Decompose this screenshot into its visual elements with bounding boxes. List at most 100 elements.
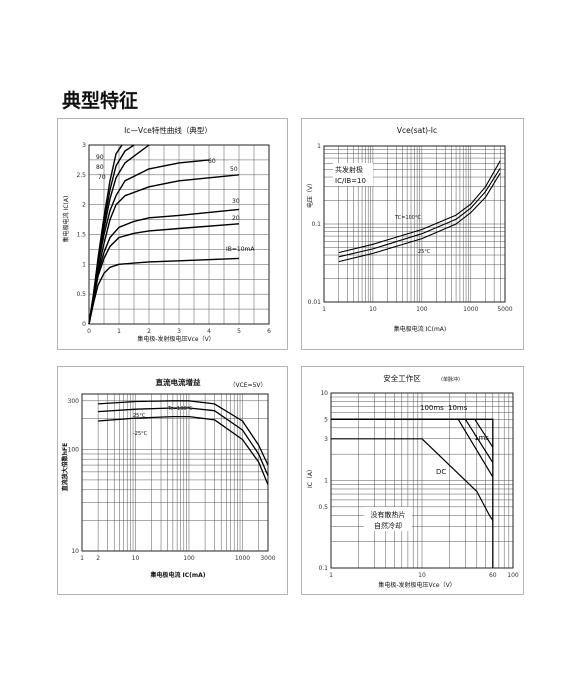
- y-axis-label: 集电极电流 IC(A): [62, 196, 70, 243]
- x-tick-label: 100: [507, 572, 519, 579]
- y-tick-label: 10: [71, 548, 79, 555]
- x-axis-label: 集电极-发射极电压Vce（V）: [378, 581, 455, 589]
- vce-sat-chart-panel: Vce(sat)-Ic 1 10 100 1000 5000 0.01 0.1 1 TC=100…: [301, 118, 524, 350]
- safe-operating-area-chart: 安全工作区 （单脉冲） 1 10 60 100 0.1 0.5 1 3 5 10 100ms 10ms…: [307, 373, 519, 589]
- y-tick-label: 1: [317, 143, 321, 150]
- y-tick-label: 0.1: [311, 221, 321, 228]
- series-label: Tc=100°C: [167, 406, 193, 412]
- plot-frame: [88, 144, 270, 325]
- y-tick-label: 10: [320, 390, 328, 397]
- series-label: TC=100°C: [394, 215, 421, 221]
- x-tick-label: 100: [183, 555, 195, 562]
- chart-title: Vce(sat)-Ic: [397, 126, 437, 135]
- x-tick-label: 1: [329, 572, 333, 579]
- x-tick-label: 10: [369, 306, 377, 313]
- x-tick-label: 3000: [260, 555, 275, 562]
- chart-title: Ic—Vce特性曲线（典型）: [124, 125, 212, 135]
- y-tick-label: 1: [82, 261, 86, 268]
- x-axis-label: 集电极电流 IC(mA): [394, 325, 447, 333]
- y-axis-label: IC（A）: [307, 466, 314, 488]
- x-tick-label: 5000: [497, 306, 512, 313]
- series-line: [331, 418, 494, 463]
- series-label: 1ms: [474, 434, 489, 442]
- series-label: 10ms: [448, 404, 468, 412]
- x-tick-label: 3: [177, 328, 181, 335]
- y-tick-label: 3: [82, 142, 86, 149]
- series-line: [88, 257, 240, 325]
- y-tick-label: 2.5: [76, 172, 86, 179]
- series-line: [338, 167, 501, 258]
- annotation-ic-ib: IC/IB=10: [335, 177, 366, 185]
- ic-vce-chart: Ic—Vce特性曲线（典型） 0 1 2 3 4 5 600.511.522.5390807…: [62, 125, 271, 343]
- plot-frame: [330, 392, 514, 569]
- y-tick-label: 2: [82, 202, 86, 209]
- x-tick-label: 1: [80, 555, 84, 562]
- safe-operating-area-panel: 安全工作区 （单脉冲） 1 10 60 100 0.1 0.5 1 3 5 10 100ms 10ms…: [301, 366, 524, 595]
- y-tick-label: 3: [324, 436, 328, 443]
- x-tick-label: 10: [132, 555, 140, 562]
- series-label: 90: [96, 154, 104, 161]
- y-tick-label: 1: [324, 478, 328, 485]
- annotation-no-heatsink: 没有散热片: [371, 510, 406, 519]
- y-tick-label: 5: [324, 416, 328, 423]
- series-label: 80: [96, 164, 104, 171]
- series-label: 25°C: [133, 413, 146, 419]
- x-tick-label: 100: [416, 306, 428, 313]
- page-title: 典型特征: [62, 90, 139, 112]
- x-tick-label: 2: [147, 328, 151, 335]
- series-line: [98, 407, 269, 476]
- x-tick-label: 10: [418, 572, 426, 579]
- x-tick-label: 0: [87, 328, 91, 335]
- series-label: 20: [232, 215, 240, 222]
- y-axis-label: 电压（V）: [306, 180, 314, 208]
- series-line: [88, 223, 240, 325]
- y-tick-label: 300: [68, 398, 80, 405]
- x-axis-label: 集电极-发射极电压Vce（V）: [137, 335, 214, 343]
- y-tick-label: 1.5: [76, 232, 86, 239]
- series-label: 30: [232, 198, 240, 205]
- x-tick-label: 5: [237, 328, 241, 335]
- x-tick-label: 6: [267, 328, 271, 335]
- series-label: 60: [208, 158, 216, 165]
- annotation-common-emitter: 共发射极: [335, 165, 363, 174]
- condition-label: （VCE=5V）: [229, 382, 266, 389]
- series-line: [331, 438, 494, 521]
- plot-frame: [81, 393, 269, 552]
- annotation-natural-cooling: 自然冷却: [374, 521, 402, 530]
- y-tick-label: 0: [82, 321, 86, 328]
- series-label: IB=10mA: [226, 246, 255, 253]
- x-tick-label: 1000: [235, 555, 250, 562]
- series-label: DC: [436, 468, 446, 476]
- y-axis-label: 直流放大倍数hFE: [61, 443, 69, 491]
- y-tick-label: 0.5: [76, 291, 86, 298]
- series-line: [338, 172, 501, 263]
- series-line: [338, 160, 501, 254]
- series-line: [98, 400, 269, 466]
- y-tick-label: 0.5: [318, 504, 328, 511]
- vce-sat-chart: Vce(sat)-Ic 1 10 100 1000 5000 0.01 0.1 1 TC=100…: [306, 126, 513, 333]
- x-tick-label: 1000: [463, 306, 478, 313]
- ic-vce-chart-panel: Ic—Vce特性曲线（典型） 0 1 2 3 4 5 6 0 0.5 1 1.5 2 2.5 3 90 80 7…: [57, 118, 288, 350]
- y-tick-label: 0.1: [318, 565, 328, 572]
- y-tick-label: 0.01: [308, 299, 322, 306]
- x-tick-label: 60: [489, 572, 497, 579]
- chart-title: 安全工作区: [383, 373, 421, 383]
- x-tick-label: 1: [117, 328, 121, 335]
- annotation-backdrop: [364, 507, 412, 531]
- series-label: -25°C: [133, 431, 148, 437]
- series-line: [98, 415, 269, 485]
- x-axis-label: 集电极电流 IC(mA): [149, 571, 205, 579]
- hfe-chart: 直流电流增益 （VCE=5V） 1 2 10 100 1000 3000 10 100 300 T…: [61, 377, 276, 579]
- annotation-backdrop: [333, 163, 373, 186]
- series-label: 50: [230, 166, 238, 173]
- series-label: 25°C: [418, 249, 431, 255]
- hfe-chart-panel: 直流电流增益 （VCE=5V） 1 2 10 100 1000 3000 10 100 300 T…: [57, 366, 288, 595]
- y-tick-label: 100: [68, 446, 80, 453]
- x-tick-label: 2: [96, 555, 100, 562]
- x-tick-label: 1: [322, 306, 326, 313]
- chart-subtitle: （单脉冲）: [438, 376, 463, 383]
- boundary-line: [331, 418, 494, 568]
- plot-frame: [323, 145, 506, 303]
- chart-title: 直流电流增益: [156, 377, 201, 387]
- series-label: 100ms: [420, 404, 444, 412]
